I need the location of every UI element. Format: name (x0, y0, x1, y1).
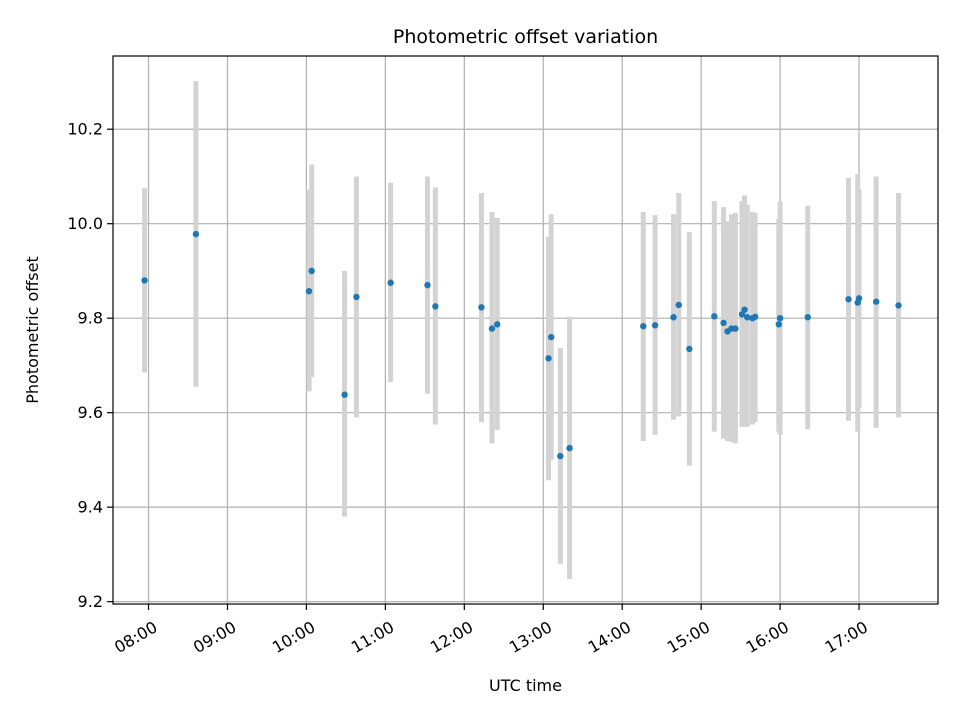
y-tick-label: 10.0 (67, 214, 103, 233)
data-point (305, 288, 313, 295)
plot-frame (112, 55, 939, 605)
data-point (494, 321, 501, 328)
data-point (775, 321, 782, 328)
x-tick-label: 12:00 (427, 617, 476, 657)
x-tick-label: 10:00 (269, 617, 318, 657)
y-tick-label: 9.8 (78, 309, 103, 328)
x-tick-label: 11:00 (348, 617, 397, 657)
data-point (895, 302, 902, 309)
data-point (308, 267, 315, 275)
x-axis: 08:00 09:00 10:00 11:00 12:00 13:00 14:00 15:00… (111, 604, 871, 657)
x-axis-label: UTC time (489, 676, 562, 695)
x-tick-label: 09:00 (190, 617, 239, 657)
error-bars (142, 81, 902, 579)
y-axis-label: Photometric offset (23, 256, 42, 404)
data-point (478, 304, 485, 311)
data-point (566, 444, 573, 452)
data-point (751, 313, 759, 320)
data-point (738, 311, 746, 318)
y-tick-label: 9.4 (78, 498, 103, 517)
data-point (720, 319, 727, 327)
data-point (732, 325, 739, 332)
x-tick-label: 14:00 (585, 617, 634, 657)
data-point (776, 314, 784, 322)
data-point (845, 296, 852, 303)
y-tick-label: 10.2 (67, 120, 103, 139)
chart-title: Photometric offset variation (393, 26, 658, 48)
data-point (432, 303, 439, 310)
y-axis: 9.2 9.4 9.6 9.8 10.0 10.2 (67, 120, 113, 611)
data-point (651, 322, 659, 329)
data-point (711, 313, 718, 320)
x-tick-label: 08:00 (111, 617, 160, 657)
data-point (141, 277, 148, 284)
x-tick-label: 17:00 (822, 617, 871, 657)
data-point (387, 279, 394, 286)
data-point (547, 333, 555, 341)
data-point (855, 295, 863, 302)
grid (113, 56, 938, 604)
y-tick-label: 9.2 (78, 592, 103, 611)
data-point (640, 323, 647, 330)
data-point (670, 314, 677, 321)
y-tick-label: 9.6 (78, 403, 103, 422)
x-tick-label: 15:00 (664, 617, 713, 657)
x-tick-label: 13:00 (506, 617, 555, 657)
data-point (545, 355, 552, 362)
x-tick-label: 16:00 (743, 617, 792, 657)
data-point (686, 345, 693, 353)
data-point (675, 301, 682, 309)
data-point (488, 325, 496, 332)
data-point (192, 230, 200, 238)
data-points (141, 230, 902, 460)
data-point (557, 452, 564, 460)
data-point (744, 314, 751, 321)
data-point (741, 306, 748, 313)
data-point (424, 281, 431, 289)
data-point (353, 293, 360, 301)
data-point (804, 314, 811, 321)
data-point (872, 298, 880, 305)
data-point (341, 391, 348, 398)
